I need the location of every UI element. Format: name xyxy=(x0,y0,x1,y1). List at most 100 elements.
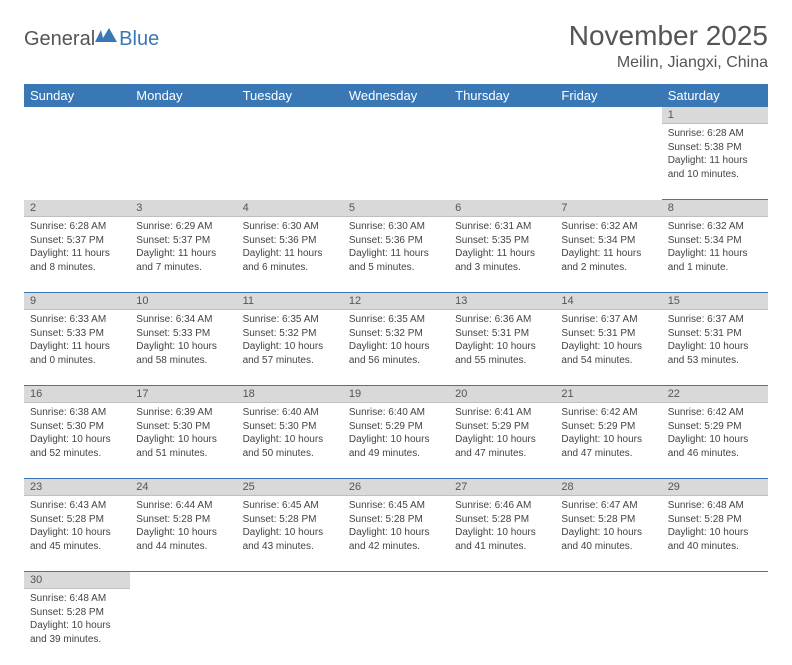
weekday-header: Sunday xyxy=(24,84,130,107)
day-info-cell: Sunrise: 6:44 AMSunset: 5:28 PMDaylight:… xyxy=(130,496,236,572)
day-info-line: Sunset: 5:32 PM xyxy=(349,327,443,341)
day-info-line: Daylight: 11 hours and 3 minutes. xyxy=(455,247,549,274)
day-number-cell: 24 xyxy=(130,479,236,496)
month-title: November 2025 xyxy=(569,20,768,52)
day-number-cell: 1 xyxy=(662,107,768,124)
calendar-table: Sunday Monday Tuesday Wednesday Thursday… xyxy=(24,84,768,665)
day-info-cell: Sunrise: 6:43 AMSunset: 5:28 PMDaylight:… xyxy=(24,496,130,572)
day-number-cell xyxy=(555,572,661,589)
day-number-cell: 22 xyxy=(662,386,768,403)
day-info-line: Daylight: 11 hours and 7 minutes. xyxy=(136,247,230,274)
day-number-cell xyxy=(343,107,449,124)
day-info-line: Daylight: 11 hours and 6 minutes. xyxy=(243,247,337,274)
day-info-line: Sunrise: 6:40 AM xyxy=(243,406,337,420)
day-info-line: Daylight: 10 hours and 51 minutes. xyxy=(136,433,230,460)
day-info-cell: Sunrise: 6:32 AMSunset: 5:34 PMDaylight:… xyxy=(662,217,768,293)
day-info-line: Daylight: 10 hours and 58 minutes. xyxy=(136,340,230,367)
day-info-line: Daylight: 10 hours and 50 minutes. xyxy=(243,433,337,460)
day-number-cell xyxy=(237,572,343,589)
day-number-cell: 3 xyxy=(130,200,236,217)
day-info-line: Sunrise: 6:48 AM xyxy=(668,499,762,513)
day-info-line: Sunset: 5:33 PM xyxy=(30,327,124,341)
day-info-line: Daylight: 10 hours and 54 minutes. xyxy=(561,340,655,367)
day-info-line: Sunset: 5:28 PM xyxy=(455,513,549,527)
day-info-cell: Sunrise: 6:42 AMSunset: 5:29 PMDaylight:… xyxy=(662,403,768,479)
day-info-cell: Sunrise: 6:47 AMSunset: 5:28 PMDaylight:… xyxy=(555,496,661,572)
day-info-line: Sunrise: 6:32 AM xyxy=(561,220,655,234)
day-info-cell xyxy=(343,124,449,200)
day-info-line: Sunset: 5:36 PM xyxy=(349,234,443,248)
day-info-cell: Sunrise: 6:39 AMSunset: 5:30 PMDaylight:… xyxy=(130,403,236,479)
day-info-cell: Sunrise: 6:34 AMSunset: 5:33 PMDaylight:… xyxy=(130,310,236,386)
day-number-cell xyxy=(343,572,449,589)
day-info-line: Sunrise: 6:34 AM xyxy=(136,313,230,327)
weekday-header-row: Sunday Monday Tuesday Wednesday Thursday… xyxy=(24,84,768,107)
weekday-header: Friday xyxy=(555,84,661,107)
day-info-cell xyxy=(555,124,661,200)
day-info-cell: Sunrise: 6:46 AMSunset: 5:28 PMDaylight:… xyxy=(449,496,555,572)
day-info-line: Daylight: 10 hours and 46 minutes. xyxy=(668,433,762,460)
day-number-cell: 5 xyxy=(343,200,449,217)
day-info-cell: Sunrise: 6:30 AMSunset: 5:36 PMDaylight:… xyxy=(237,217,343,293)
day-info-cell xyxy=(130,124,236,200)
day-info-cell xyxy=(237,589,343,665)
weekday-header: Thursday xyxy=(449,84,555,107)
day-info-cell: Sunrise: 6:40 AMSunset: 5:29 PMDaylight:… xyxy=(343,403,449,479)
title-block: November 2025 Meilin, Jiangxi, China xyxy=(569,20,768,72)
day-info-line: Sunrise: 6:29 AM xyxy=(136,220,230,234)
day-info-line: Sunrise: 6:43 AM xyxy=(30,499,124,513)
day-info-line: Sunset: 5:34 PM xyxy=(561,234,655,248)
day-info-cell xyxy=(343,589,449,665)
day-info-line: Daylight: 10 hours and 56 minutes. xyxy=(349,340,443,367)
calendar-body: 1Sunrise: 6:28 AMSunset: 5:38 PMDaylight… xyxy=(24,107,768,665)
day-info-line: Sunset: 5:31 PM xyxy=(561,327,655,341)
day-info-line: Sunrise: 6:47 AM xyxy=(561,499,655,513)
day-info-cell: Sunrise: 6:33 AMSunset: 5:33 PMDaylight:… xyxy=(24,310,130,386)
day-info-cell: Sunrise: 6:28 AMSunset: 5:38 PMDaylight:… xyxy=(662,124,768,200)
day-info-cell xyxy=(449,124,555,200)
day-info-cell: Sunrise: 6:30 AMSunset: 5:36 PMDaylight:… xyxy=(343,217,449,293)
logo-text-blue: Blue xyxy=(119,28,159,51)
flag-icon xyxy=(95,28,117,49)
day-number-cell xyxy=(237,107,343,124)
weekday-header: Saturday xyxy=(662,84,768,107)
day-number-cell xyxy=(449,572,555,589)
day-info-line: Sunset: 5:28 PM xyxy=(30,606,124,620)
day-info-line: Sunrise: 6:28 AM xyxy=(30,220,124,234)
day-number-cell: 12 xyxy=(343,293,449,310)
day-info-line: Daylight: 10 hours and 53 minutes. xyxy=(668,340,762,367)
day-info-cell xyxy=(449,589,555,665)
day-number-row: 23242526272829 xyxy=(24,479,768,496)
day-info-line: Daylight: 10 hours and 55 minutes. xyxy=(455,340,549,367)
day-info-cell: Sunrise: 6:42 AMSunset: 5:29 PMDaylight:… xyxy=(555,403,661,479)
day-number-cell: 15 xyxy=(662,293,768,310)
day-info-line: Sunrise: 6:46 AM xyxy=(455,499,549,513)
day-info-line: Sunset: 5:30 PM xyxy=(136,420,230,434)
logo: General Blue xyxy=(24,28,159,51)
day-info-line: Daylight: 10 hours and 47 minutes. xyxy=(455,433,549,460)
day-info-line: Sunset: 5:36 PM xyxy=(243,234,337,248)
day-info-cell xyxy=(130,589,236,665)
day-info-line: Sunset: 5:29 PM xyxy=(561,420,655,434)
day-info-line: Sunrise: 6:42 AM xyxy=(561,406,655,420)
day-info-cell: Sunrise: 6:48 AMSunset: 5:28 PMDaylight:… xyxy=(24,589,130,665)
day-info-line: Sunrise: 6:32 AM xyxy=(668,220,762,234)
day-info-line: Daylight: 11 hours and 1 minute. xyxy=(668,247,762,274)
day-info-line: Daylight: 10 hours and 42 minutes. xyxy=(349,526,443,553)
day-info-row: Sunrise: 6:28 AMSunset: 5:37 PMDaylight:… xyxy=(24,217,768,293)
day-info-cell: Sunrise: 6:28 AMSunset: 5:37 PMDaylight:… xyxy=(24,217,130,293)
day-number-cell: 9 xyxy=(24,293,130,310)
day-info-line: Sunrise: 6:37 AM xyxy=(668,313,762,327)
day-number-cell: 6 xyxy=(449,200,555,217)
day-number-cell xyxy=(130,107,236,124)
weekday-header: Tuesday xyxy=(237,84,343,107)
day-info-line: Daylight: 10 hours and 45 minutes. xyxy=(30,526,124,553)
day-info-line: Sunrise: 6:31 AM xyxy=(455,220,549,234)
day-number-cell: 25 xyxy=(237,479,343,496)
day-info-line: Sunset: 5:28 PM xyxy=(349,513,443,527)
day-info-line: Daylight: 10 hours and 43 minutes. xyxy=(243,526,337,553)
day-number-cell: 26 xyxy=(343,479,449,496)
day-number-cell: 13 xyxy=(449,293,555,310)
day-info-line: Sunrise: 6:44 AM xyxy=(136,499,230,513)
day-info-line: Sunset: 5:31 PM xyxy=(668,327,762,341)
